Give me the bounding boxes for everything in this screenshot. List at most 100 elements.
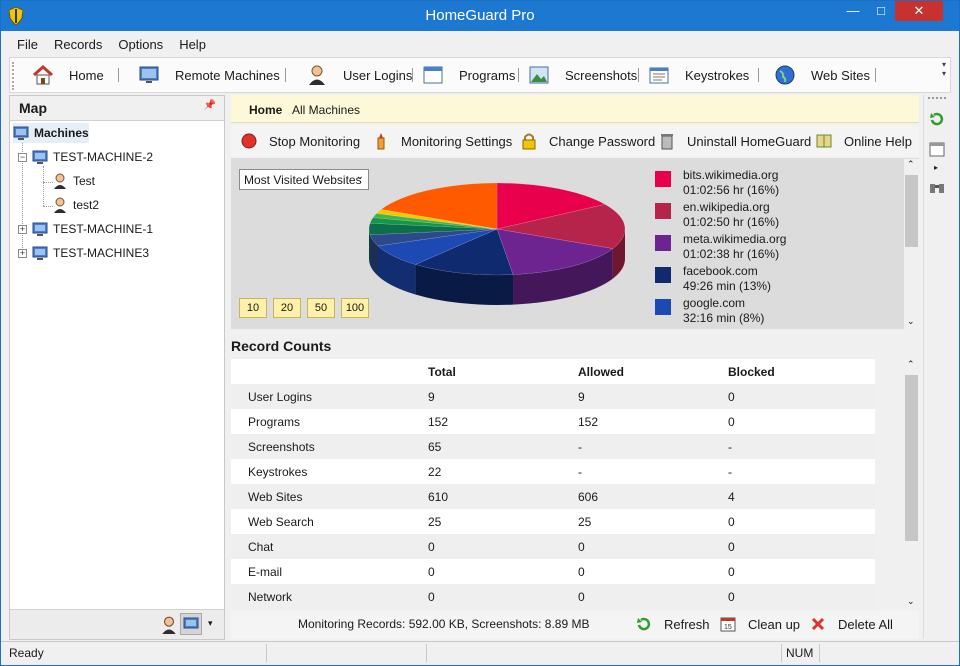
table-scrollbar[interactable]: ⌃ ⌄ [904, 359, 919, 609]
uninstall-button[interactable]: Uninstall HomeGuard [659, 132, 811, 150]
change-password-button[interactable]: Change Password [521, 132, 655, 150]
pie-slice[interactable] [496, 182, 606, 230]
row-cell: 25 [428, 515, 442, 529]
pie-slice[interactable] [496, 204, 626, 249]
tree-root-label: Machines [34, 126, 89, 140]
tree-machine-test-machine3[interactable]: TEST-MACHINE3 [32, 243, 149, 263]
chart-scrollbar[interactable]: ⌃ ⌄ [904, 159, 919, 329]
pie-slice[interactable] [372, 213, 498, 230]
row-cell: - [578, 440, 582, 454]
menu-options[interactable]: Options [118, 37, 164, 52]
scroll-down-icon[interactable]: ⌄ [907, 596, 915, 606]
machine-view-button[interactable] [180, 613, 202, 635]
tree-user-test[interactable]: Test [52, 171, 95, 191]
toolbar-grip[interactable] [12, 62, 16, 90]
row-cell: 9 [428, 390, 435, 404]
toolbar-user-logins-label: User Logins [343, 67, 413, 83]
map-panel: Map 📌 Machines − TEST-MACHINE-2 Test tes… [9, 95, 225, 640]
row-cell: 0 [578, 590, 585, 604]
toolbar-remote-machines-button[interactable]: Remote Machines [138, 58, 280, 92]
count-20-button[interactable]: 20 [273, 298, 301, 318]
row-cell: - [728, 440, 732, 454]
collapse-icon[interactable]: − [18, 152, 27, 162]
table-row[interactable]: Network 0 0 0 [231, 584, 875, 609]
legend-label: facebook.com [683, 264, 758, 278]
calendar-icon[interactable] [929, 141, 945, 157]
chart-type-select[interactable]: Most Visited Websites ⌄ [239, 169, 369, 190]
scrollbar-thumb[interactable] [905, 175, 918, 247]
scroll-up-icon[interactable]: ⌃ [907, 159, 915, 169]
chevron-right-icon[interactable]: ▸ [934, 163, 939, 172]
row-label: Chat [248, 540, 274, 554]
breadcrumb-home[interactable]: Home [249, 103, 283, 117]
user-view-icon[interactable] [160, 616, 178, 634]
calendar-icon: 15 [720, 617, 736, 632]
pin-icon[interactable]: 📌 [203, 100, 216, 111]
refresh-icon[interactable] [929, 111, 945, 127]
scrollbar-thumb[interactable] [905, 375, 918, 541]
tree-machine-test-machine-1[interactable]: TEST-MACHINE-1 [32, 219, 153, 239]
scroll-down-icon[interactable]: ⌄ [907, 316, 915, 326]
num-lock-indicator: NUM [786, 646, 814, 660]
count-100-button[interactable]: 100 [341, 298, 369, 318]
binoculars-icon[interactable] [929, 179, 945, 195]
chevron-down-icon[interactable]: ▾ [208, 618, 213, 628]
refresh-button[interactable]: Refresh [636, 616, 710, 632]
status-divider [781, 644, 782, 662]
action-bar: Stop Monitoring Monitoring Settings Chan… [231, 125, 919, 157]
scroll-up-icon[interactable]: ⌃ [907, 359, 915, 369]
stop-icon [241, 133, 257, 149]
tree-machine-test-machine-2[interactable]: TEST-MACHINE-2 [32, 147, 153, 167]
menu-records[interactable]: Records [53, 37, 103, 52]
settings-icon [377, 133, 385, 150]
close-button[interactable]: ✕ [895, 1, 943, 21]
pie-slice[interactable] [369, 228, 498, 247]
toolbar-keystrokes-button[interactable]: Keystrokes [648, 58, 749, 92]
table-row[interactable]: Web Sites 610 606 4 [231, 484, 875, 509]
table-row[interactable]: Keystrokes 22 - - [231, 459, 875, 484]
bottom-bar: Monitoring Records: 592.00 KB, Screensho… [231, 611, 919, 639]
status-divider [266, 644, 267, 662]
toolbar-screenshots-button[interactable]: Screenshots [528, 58, 637, 92]
expand-icon[interactable]: + [18, 248, 27, 258]
pie-slice[interactable] [369, 217, 498, 230]
pie-slice[interactable] [496, 228, 614, 275]
pie-slice[interactable] [376, 209, 498, 230]
toolbar-web-sites-button[interactable]: Web Sites [774, 58, 870, 92]
pie-slice[interactable] [377, 228, 498, 265]
table-row[interactable]: Web Search 25 25 0 [231, 509, 875, 534]
table-row[interactable]: Chat 0 0 0 [231, 534, 875, 559]
tree-root-machines[interactable]: Machines [13, 123, 89, 143]
pie-slice[interactable] [380, 182, 498, 230]
table-row[interactable]: E-mail 0 0 0 [231, 559, 875, 584]
toolbar-home-button[interactable]: Home [32, 58, 104, 92]
count-10-button[interactable]: 10 [239, 298, 267, 318]
toolbar-user-logins-button[interactable]: User Logins [306, 58, 412, 92]
count-50-button[interactable]: 50 [307, 298, 335, 318]
legend-label: google.com [683, 296, 746, 310]
online-help-button[interactable]: Online Help [816, 132, 912, 150]
cleanup-button[interactable]: 15 Clean up [720, 616, 800, 632]
menu-help[interactable]: Help [179, 37, 206, 52]
stop-monitoring-button[interactable]: Stop Monitoring [241, 132, 360, 150]
row-cell: 0 [728, 515, 735, 529]
maximize-button[interactable]: □ [877, 3, 885, 18]
table-row[interactable]: User Logins 9 9 0 [231, 384, 875, 409]
pie-slice[interactable] [414, 228, 514, 276]
chevron-down-icon: ⌄ [355, 171, 364, 182]
menu-file[interactable]: File [17, 37, 38, 52]
toolbar-programs-button[interactable]: Programs [422, 58, 515, 92]
table-row[interactable]: Screenshots 65 - - [231, 434, 875, 459]
expand-icon[interactable]: + [18, 224, 27, 234]
tree-user-test2[interactable]: test2 [52, 195, 99, 215]
monitoring-settings-button[interactable]: Monitoring Settings [373, 132, 512, 150]
pie-slice[interactable] [368, 222, 498, 236]
right-side-toolbar: ▸ [923, 95, 951, 639]
online-help-label: Online Help [844, 133, 912, 149]
delete-all-button[interactable]: Delete All [810, 616, 893, 632]
minimize-button[interactable]: — [846, 3, 860, 18]
table-row[interactable]: Programs 152 152 0 [231, 409, 875, 434]
menu-bar: File Records Options Help [9, 33, 214, 55]
toolbar-overflow-icon[interactable]: ▾ ▾ [941, 60, 946, 78]
